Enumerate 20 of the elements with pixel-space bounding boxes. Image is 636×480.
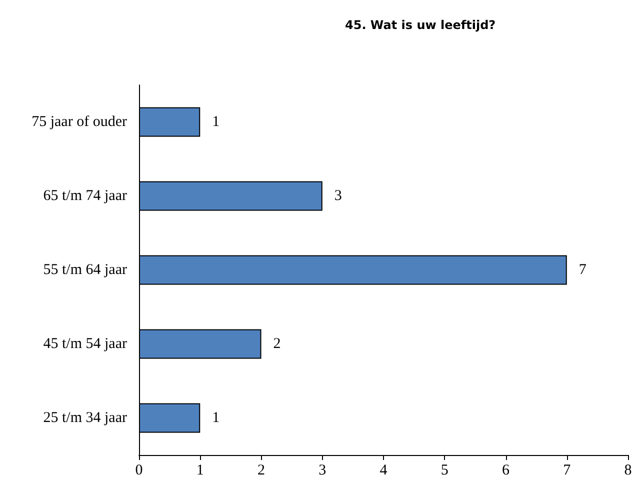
y-tick-label: 25 t/m 34 jaar (43, 410, 127, 426)
y-tick-label: 65 t/m 74 jaar (43, 188, 127, 204)
data-label: 1 (212, 410, 220, 426)
data-label: 2 (273, 336, 281, 352)
x-tick-label: 2 (258, 462, 265, 478)
data-label: 7 (578, 262, 587, 278)
y-tick-label: 75 jaar of ouder (32, 114, 127, 130)
x-tick-label: 1 (196, 462, 204, 478)
x-tick-label: 6 (502, 462, 510, 478)
y-tick-label: 45 t/m 54 jaar (43, 336, 127, 352)
y-tick-label: 55 t/m 64 jaar (43, 262, 127, 278)
data-label: 1 (212, 114, 220, 130)
x-tick-label: 4 (380, 462, 388, 478)
x-tick-label: 0 (135, 462, 143, 478)
chart-title: 45. Wat is uw leeftijd? (345, 18, 496, 32)
x-tick-label: 7 (563, 462, 572, 478)
data-label: 3 (334, 188, 342, 204)
x-tick-label: 3 (318, 462, 326, 478)
x-tick-label: 5 (440, 462, 448, 478)
x-tick-label: 8 (624, 462, 632, 478)
